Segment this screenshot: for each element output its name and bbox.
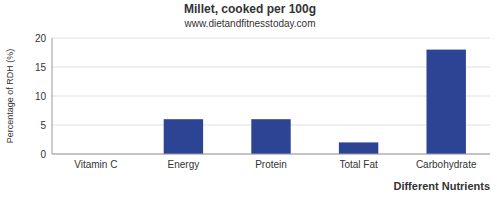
grid-line [52,154,490,155]
x-axis-label: Different Nutrients [393,180,490,192]
bar [339,142,378,154]
bars [164,50,466,154]
x-tick-label: Carbohydrate [416,159,477,170]
y-axis-label: Percentage of RDH (%) [5,49,15,144]
bar [251,119,290,154]
chart: Millet, cooked per 100g www.dietandfitnes… [0,0,500,200]
x-tick-label: Vitamin C [74,159,117,170]
chart-container: Millet, cooked per 100g www.dietandfitnes… [0,0,500,200]
y-tick-label: 0 [40,149,46,160]
x-tick-label: Energy [168,159,200,170]
title: Millet, cooked per 100g [184,2,316,16]
x-axis-line [52,154,490,155]
x-tick-label: Total Fat [339,159,378,170]
grid-line [52,67,490,68]
y-axis-line [52,38,53,154]
grid [52,38,490,154]
grid-line [52,96,490,97]
subtitle: www.dietandfitnesstoday.com [184,18,316,29]
grid-line [52,38,490,39]
y-tick-label: 15 [35,62,47,73]
y-tick-label: 10 [35,91,47,102]
bar [164,119,203,154]
y-tick-label: 20 [35,33,47,44]
bar [426,50,465,154]
x-tick-label: Protein [255,159,287,170]
y-tick-label: 5 [40,120,46,131]
